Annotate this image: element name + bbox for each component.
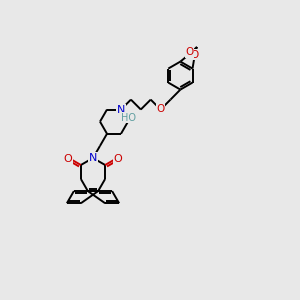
Text: O: O [185, 47, 194, 57]
Text: O: O [157, 103, 165, 113]
Text: O: O [113, 154, 122, 164]
Text: O: O [64, 154, 73, 164]
Text: N: N [89, 153, 97, 163]
Text: HO: HO [121, 113, 136, 123]
Text: O: O [190, 50, 199, 60]
Text: N: N [117, 104, 125, 115]
